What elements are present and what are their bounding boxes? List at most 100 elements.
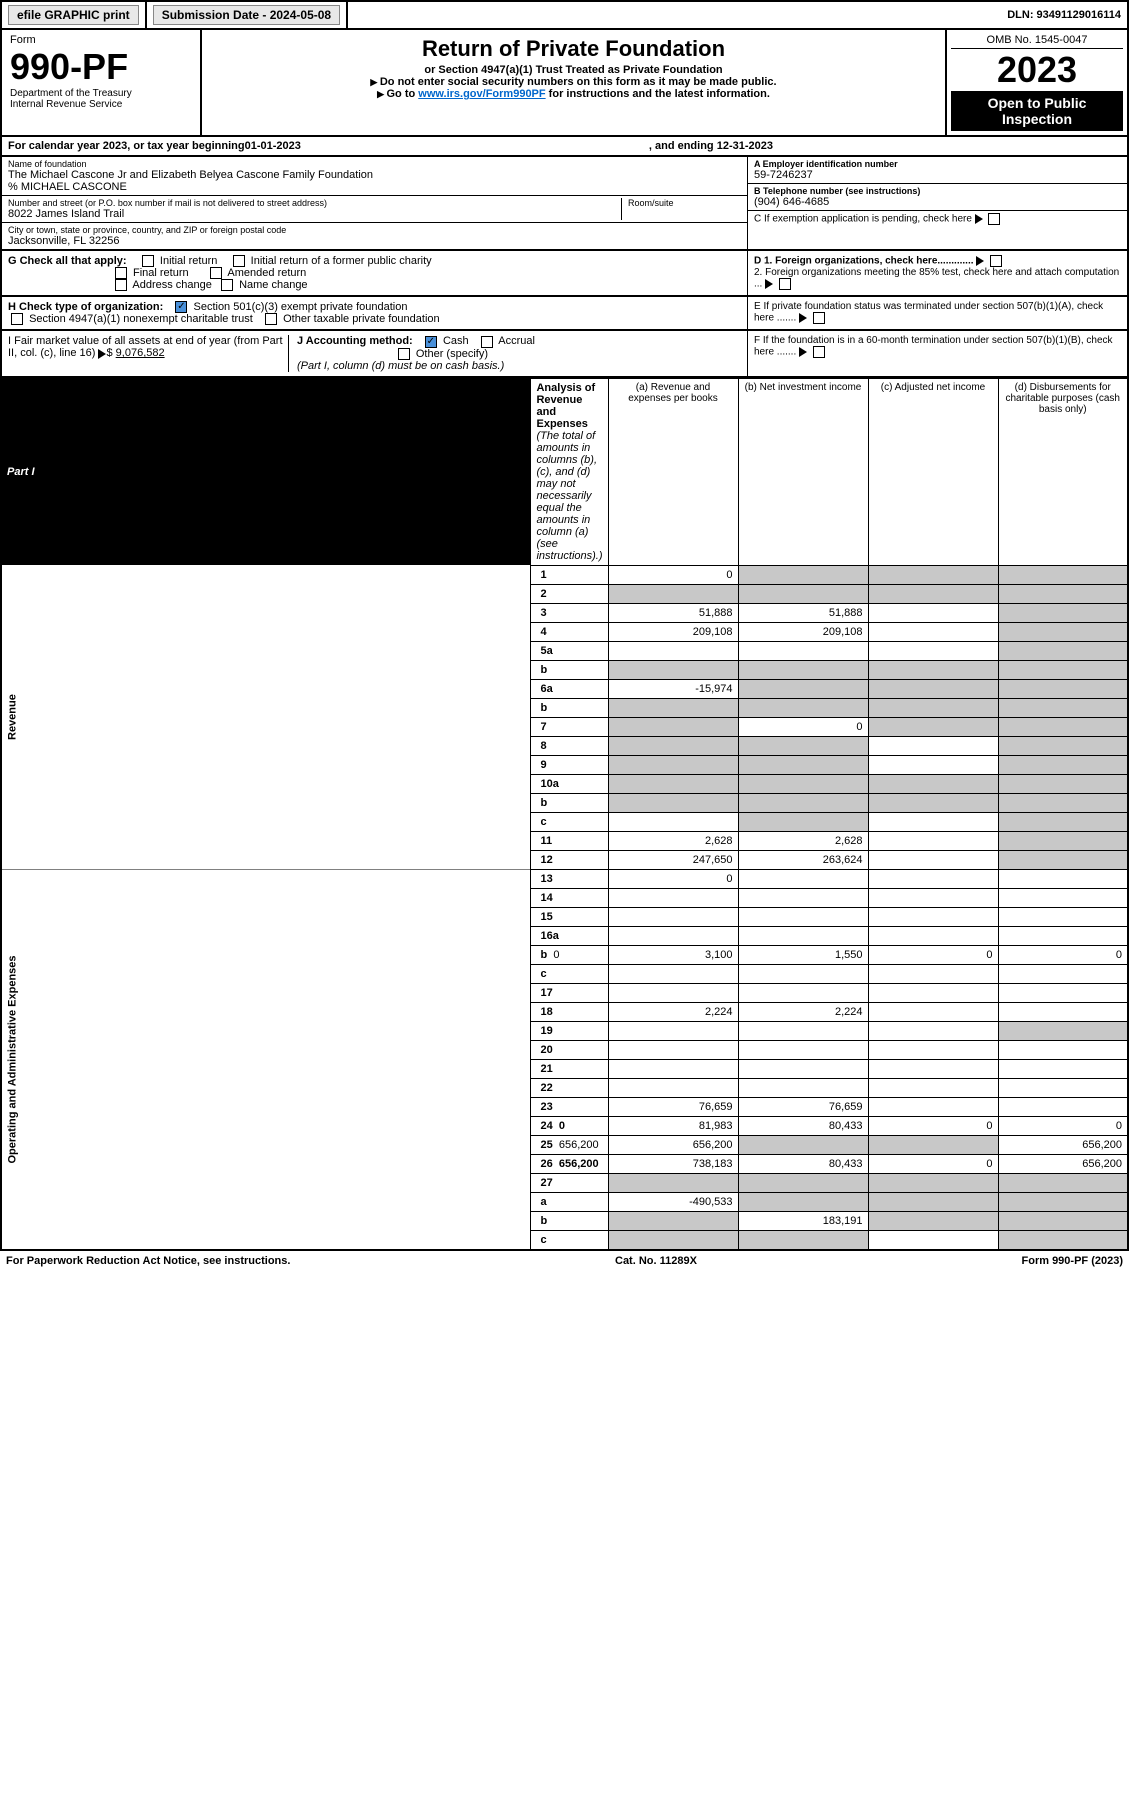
col-d-val (998, 1230, 1128, 1250)
g-amended[interactable] (210, 267, 222, 279)
col-d-val (998, 774, 1128, 793)
col-d-val (998, 869, 1128, 888)
col-b-val (738, 1040, 868, 1059)
col-a-val: 656,200 (608, 1135, 738, 1154)
col-d-val (998, 907, 1128, 926)
line-number: c (531, 1230, 608, 1250)
g-o2: Initial return of a former public charit… (251, 255, 432, 267)
inspect2: Inspection (1002, 111, 1072, 127)
line-number: 21 (531, 1059, 608, 1078)
col-c-val (868, 755, 998, 774)
top-bar: efile GRAPHIC print Submission Date - 20… (0, 0, 1129, 30)
line-number: 13 (531, 869, 608, 888)
col-b-val: 2,628 (738, 831, 868, 850)
col-d-val (998, 983, 1128, 1002)
col-d-val (998, 1059, 1128, 1078)
col-a-val: 3,100 (608, 945, 738, 964)
line-number: 25 656,200 (531, 1135, 608, 1154)
calendar-year-row: For calendar year 2023, or tax year begi… (0, 137, 1129, 157)
h-4947[interactable] (11, 313, 23, 325)
col-c-val (868, 888, 998, 907)
instructions-link[interactable]: www.irs.gov/Form990PF (418, 88, 545, 100)
line-number: 24 0 (531, 1116, 608, 1135)
arrow-icon (799, 347, 807, 357)
col-a-val (608, 964, 738, 983)
note-ssn: Do not enter social security numbers on … (210, 76, 937, 88)
h-501c3[interactable] (175, 301, 187, 313)
col-b-val (738, 736, 868, 755)
col-b-val: 51,888 (738, 603, 868, 622)
col-a-val (608, 793, 738, 812)
col-c-val (868, 736, 998, 755)
col-b-val: 80,433 (738, 1116, 868, 1135)
e-checkbox[interactable] (813, 312, 825, 324)
efile-button[interactable]: efile GRAPHIC print (8, 5, 139, 25)
d1-lbl: D 1. Foreign organizations, check here..… (754, 256, 974, 267)
g-initial-former[interactable] (233, 255, 245, 267)
j-accrual[interactable] (481, 336, 493, 348)
col-c-val (868, 717, 998, 736)
col-b-val (738, 907, 868, 926)
ein: 59-7246237 (754, 169, 1121, 181)
col-b-val: 2,224 (738, 1002, 868, 1021)
col-a-val: 738,183 (608, 1154, 738, 1173)
revenue-side-label: Revenue (1, 565, 531, 869)
g-name-change[interactable] (221, 279, 233, 291)
col-a-val (608, 1059, 738, 1078)
d2-checkbox[interactable] (779, 278, 791, 290)
col-d-val (998, 755, 1128, 774)
table-row: Operating and Administrative Expenses 13… (1, 869, 1128, 888)
col-b-val (738, 983, 868, 1002)
name-lbl: Name of foundation (8, 159, 741, 169)
line-number: 20 (531, 1040, 608, 1059)
d2-lbl: 2. Foreign organizations meeting the 85%… (754, 267, 1119, 290)
line-number: 3 (531, 603, 608, 622)
inspect1: Open to Public (988, 95, 1087, 111)
omb: OMB No. 1545-0047 (951, 34, 1123, 49)
g-initial-return[interactable] (142, 255, 154, 267)
line-number: 4 (531, 622, 608, 641)
col-b-header: (b) Net investment income (738, 378, 868, 565)
j-o2: Accrual (498, 335, 535, 347)
foundation-name: The Michael Cascone Jr and Elizabeth Bel… (8, 169, 741, 181)
g-final-return[interactable] (115, 267, 127, 279)
fmv-value: 9,076,582 (116, 347, 165, 359)
col-a-val (608, 584, 738, 603)
f-lbl: F If the foundation is in a 60-month ter… (754, 335, 1113, 358)
col-d-val (998, 641, 1128, 660)
col-b-val: 209,108 (738, 622, 868, 641)
j-other[interactable] (398, 348, 410, 360)
d1-checkbox[interactable] (990, 255, 1002, 267)
line-number: 9 (531, 755, 608, 774)
col-a-val (608, 660, 738, 679)
col-d-val (998, 1002, 1128, 1021)
col-c-val (868, 1059, 998, 1078)
line-number: 12 (531, 850, 608, 869)
h-other-taxable[interactable] (265, 313, 277, 325)
col-c-val (868, 1078, 998, 1097)
col-a-val (608, 1040, 738, 1059)
submission-date-button[interactable]: Submission Date - 2024-05-08 (153, 5, 340, 25)
col-b-val (738, 793, 868, 812)
col-b-val (738, 584, 868, 603)
col-c-val (868, 603, 998, 622)
line-number: 1 (531, 565, 608, 584)
col-b-val (738, 679, 868, 698)
col-a-val (608, 812, 738, 831)
f-checkbox[interactable] (813, 346, 825, 358)
line-number: b 0 (531, 945, 608, 964)
line-number: c (531, 964, 608, 983)
col-c-val (868, 850, 998, 869)
col-c-val (868, 641, 998, 660)
col-a-val: 0 (608, 869, 738, 888)
col-b-val (738, 755, 868, 774)
col-c-val (868, 831, 998, 850)
j-cash[interactable] (425, 336, 437, 348)
col-a-val: -15,974 (608, 679, 738, 698)
col-d-val (998, 1211, 1128, 1230)
col-d-val (998, 964, 1128, 983)
c-checkbox[interactable] (988, 213, 1000, 225)
col-d-val (998, 831, 1128, 850)
g-address-change[interactable] (115, 279, 127, 291)
col-c-header: (c) Adjusted net income (868, 378, 998, 565)
